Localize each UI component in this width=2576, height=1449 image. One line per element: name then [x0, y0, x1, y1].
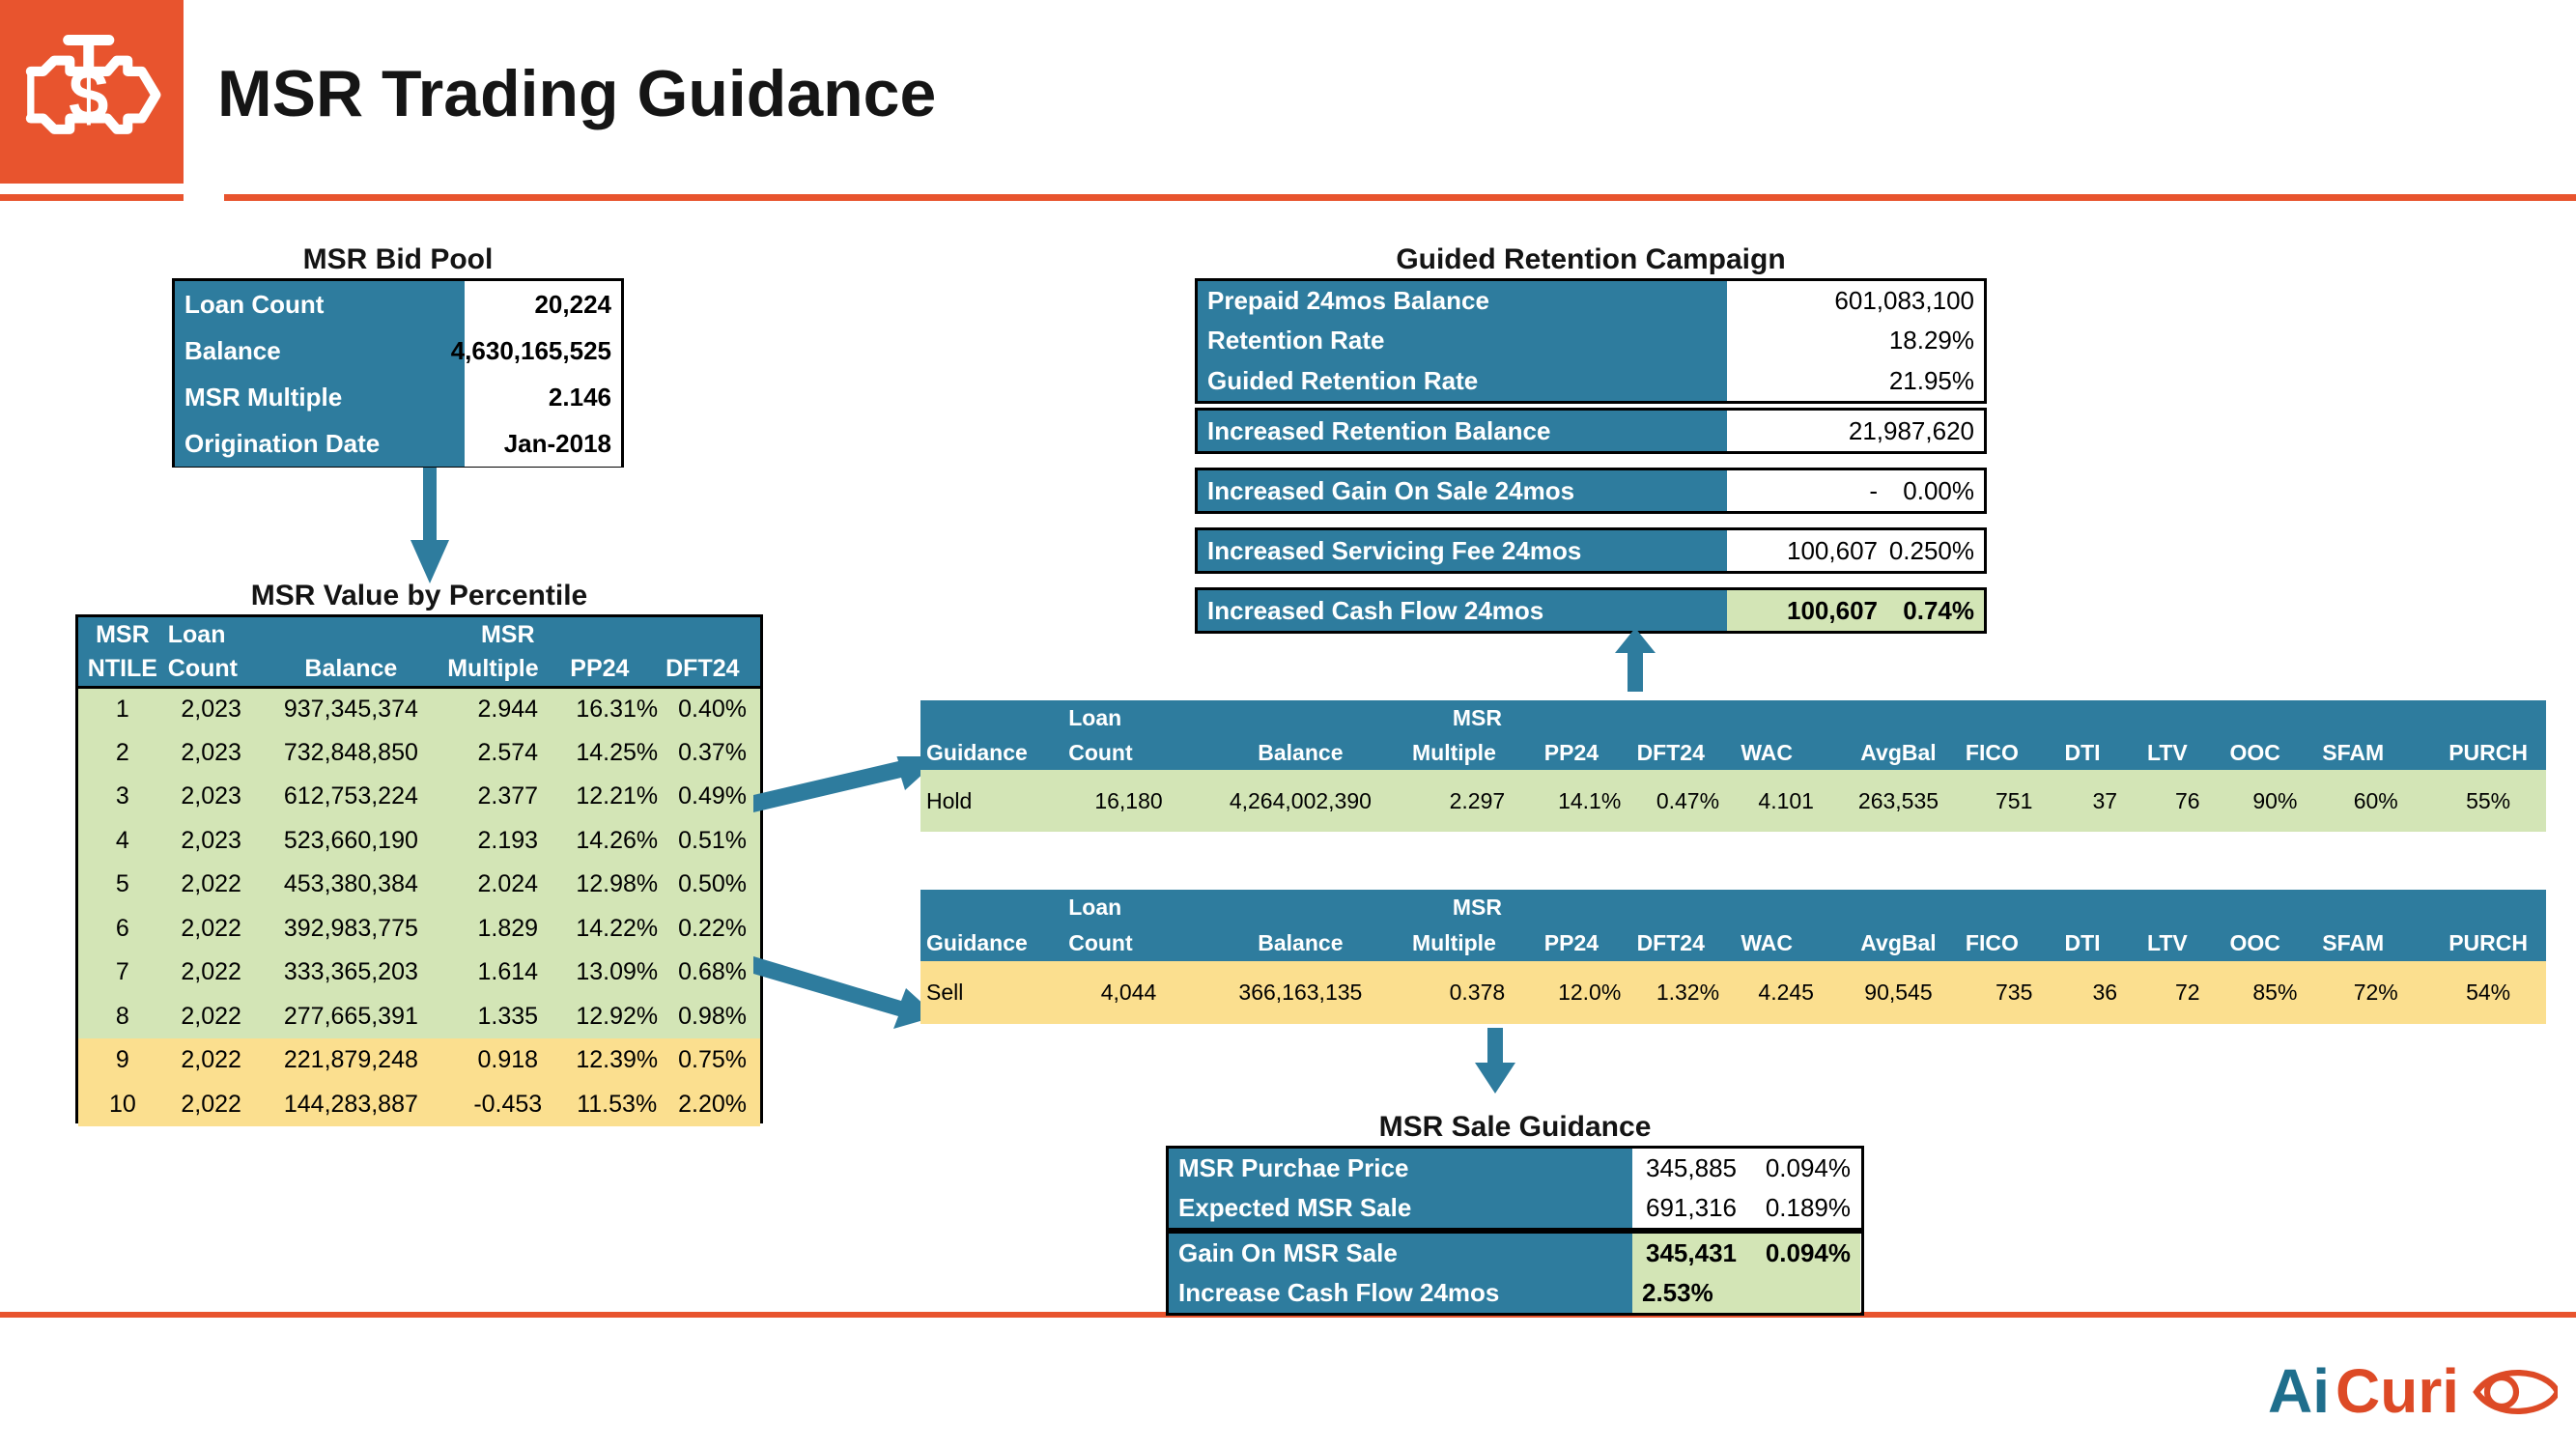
svg-text:$: $ [69, 55, 108, 135]
svg-text:Curi: Curi [2335, 1356, 2459, 1426]
svg-text:Ai: Ai [2268, 1356, 2330, 1426]
